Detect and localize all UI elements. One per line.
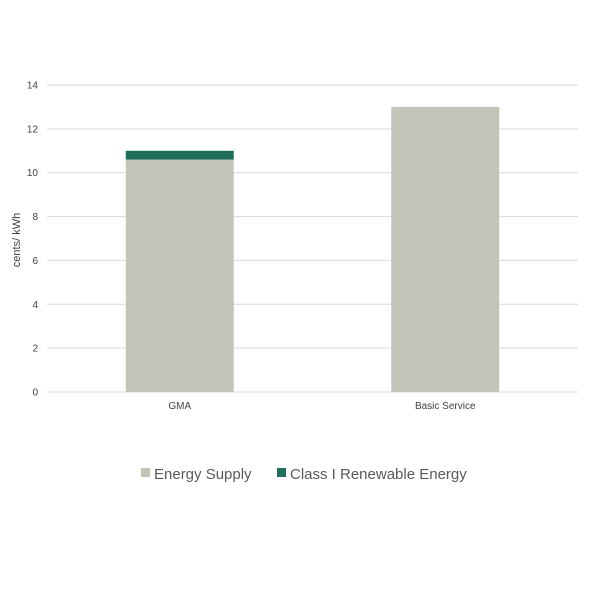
bars bbox=[125, 106, 500, 392]
bar-basic-service-series-0 bbox=[391, 106, 500, 392]
y-tick-label: 4 bbox=[32, 300, 38, 311]
y-tick-label: 6 bbox=[32, 256, 38, 267]
legend-swatch bbox=[277, 468, 286, 477]
y-tick-label: 14 bbox=[27, 81, 39, 92]
legend-label: Energy Supply bbox=[154, 466, 252, 483]
legend-swatch bbox=[141, 468, 150, 477]
y-tick-label: 12 bbox=[27, 124, 39, 135]
y-tick-label: 8 bbox=[32, 212, 38, 223]
legend: Energy Supply Class I Renewable Energy bbox=[141, 466, 467, 483]
y-tick-label: 10 bbox=[27, 168, 39, 179]
bar-gma-series-1 bbox=[125, 150, 234, 160]
legend-label: Class I Renewable Energy bbox=[290, 466, 467, 483]
y-tick-labels: 0 2 4 6 8 10 12 14 bbox=[27, 81, 39, 399]
x-tick-label: Basic Service bbox=[415, 401, 476, 412]
x-tick-labels: GMA Basic Service bbox=[168, 401, 476, 412]
y-tick-label: 0 bbox=[32, 388, 38, 399]
y-axis-title: cents/ kWh bbox=[11, 213, 23, 267]
x-tick-label: GMA bbox=[168, 401, 191, 412]
bar-gma-series-0 bbox=[125, 159, 234, 392]
y-tick-label: 2 bbox=[32, 344, 38, 355]
